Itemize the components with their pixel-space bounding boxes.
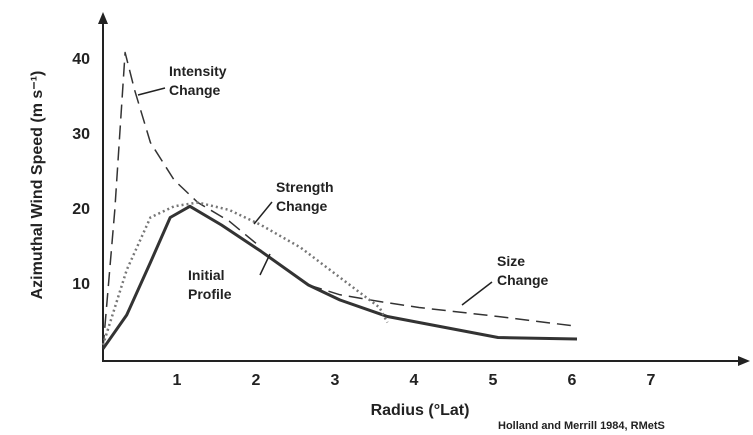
line-series [308,284,578,328]
leader-line [137,87,166,96]
line-series [101,201,389,346]
leader-line [259,253,271,276]
x-tick-label: 4 [410,372,419,389]
series-label: Initial Profile [188,267,232,302]
y-tick-label: 40 [72,51,90,68]
leader-line [253,201,273,225]
x-tick-label: 7 [647,372,656,389]
x-axis-label: Radius (°Lat) [371,402,470,419]
series-label: Size Change [497,253,549,288]
x-tick-label: 1 [173,372,182,389]
y-axis-label: Azimuthal Wind Speed (m s⁻¹) [29,71,46,300]
y-axis-arrow [98,12,108,24]
series-label: Strength Change [276,179,334,214]
series-label: Intensity Change [169,63,227,98]
x-tick-label: 2 [252,372,261,389]
y-tick-label: 20 [72,201,90,218]
leader-line [461,281,493,306]
y-tick-label: 30 [72,126,90,143]
source: Holland and Merrill 1984, RMetS [498,420,665,432]
line-series [101,204,578,350]
x-tick-label: 3 [331,372,340,389]
x-tick-label: 6 [568,372,577,389]
line-series [102,51,262,349]
x-axis-arrow [738,356,750,366]
x-tick-label: 5 [489,372,498,389]
y-tick-label: 10 [72,276,90,293]
